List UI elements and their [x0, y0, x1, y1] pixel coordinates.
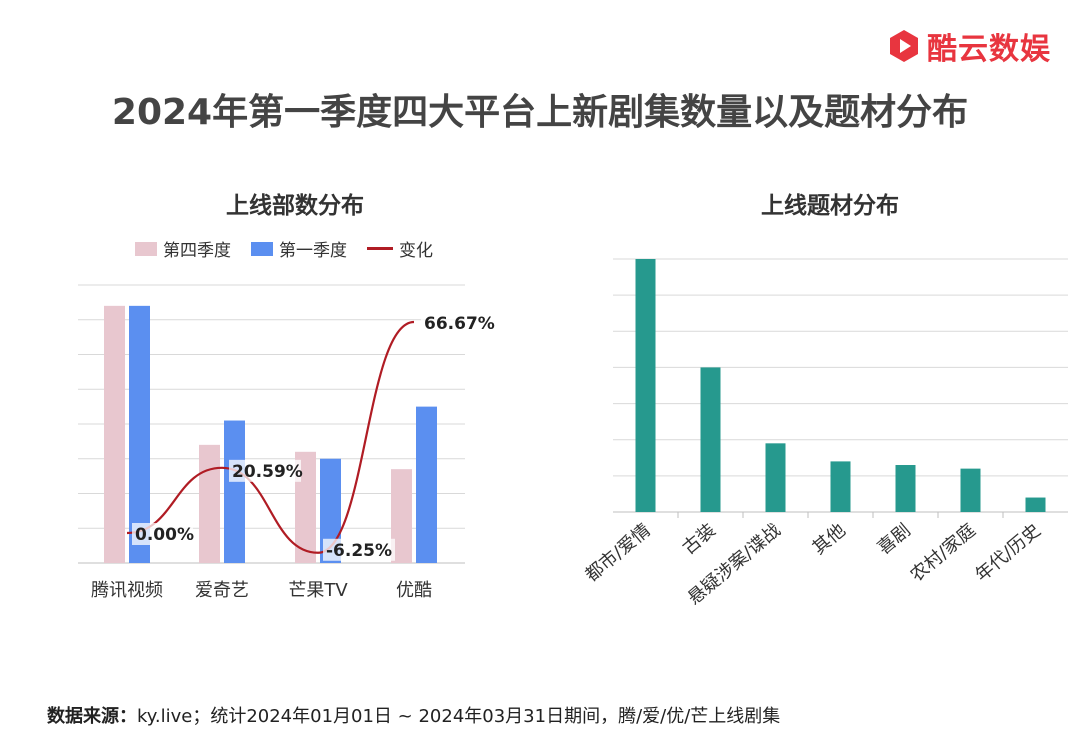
left-category-label: 爱奇艺: [195, 580, 249, 601]
theme-bar-0: [635, 259, 656, 512]
change-label-0: 0.00%: [135, 525, 194, 545]
left-chart-title: 上线部数分布: [226, 193, 364, 219]
footer-text: ky.live；统计2024年01月01日 ~ 2024年03月31日期间，腾/…: [137, 706, 781, 727]
change-label-bg: [323, 538, 395, 561]
legend-swatch-change: [367, 247, 393, 250]
change-label-2: -6.25%: [326, 541, 392, 561]
legend-item-q4: 第四季度: [135, 236, 231, 261]
bar-q4-1: [199, 444, 220, 563]
right-category-label: 喜剧: [874, 520, 915, 559]
bar-q1-1: [224, 420, 245, 563]
bar-q1-2: [320, 458, 341, 563]
brand-logo-icon: [890, 30, 918, 62]
change-label-bg: [421, 312, 493, 334]
left-category-label: 芒果TV: [288, 580, 348, 601]
legend-label-q1: 第一季度: [279, 241, 347, 261]
right-category-label: 古装: [679, 520, 720, 559]
change-label-3: 66.67%: [424, 314, 495, 334]
legend-item-change: 变化: [367, 236, 433, 261]
right-chart-title: 上线题材分布: [761, 193, 899, 219]
footer-label: 数据来源：: [47, 706, 137, 727]
bar-q4-0: [104, 305, 125, 563]
left-category-label: 优酷: [396, 580, 432, 601]
right-category-label: 都市/爱情: [581, 520, 654, 586]
right-category-label: 其他: [809, 520, 850, 559]
change-label-1: 20.59%: [232, 462, 303, 482]
left-category-label: 腾讯视频: [91, 580, 163, 601]
change-label-bg: [229, 459, 301, 482]
legend-swatch-q4: [135, 241, 157, 256]
change-label-bg: [132, 523, 193, 545]
bar-q1-3: [416, 406, 437, 563]
theme-bar-1: [700, 367, 721, 512]
theme-bar-4: [895, 465, 916, 512]
bar-q4-3: [391, 469, 412, 563]
legend-swatch-q1: [251, 241, 273, 256]
legend-label-change: 变化: [399, 241, 433, 261]
right-category-label: 农村/家庭: [906, 520, 979, 586]
theme-bar-5: [960, 468, 981, 512]
footer-source: 数据来源：ky.live；统计2024年01月01日 ~ 2024年03月31日…: [47, 702, 780, 728]
legend-label-q4: 第四季度: [163, 241, 231, 261]
theme-bar-3: [830, 461, 851, 512]
change-line: [126, 320, 415, 554]
theme-bar-2: [765, 443, 786, 512]
brand-name: 酷云数娱: [927, 32, 1051, 67]
brand-logo: 酷云数娱: [887, 24, 1051, 68]
legend-item-q1: 第一季度: [251, 236, 347, 261]
bar-q1-0: [129, 305, 150, 563]
page-title: 2024年第一季度四大平台上新剧集数量以及题材分布: [111, 92, 969, 133]
right-category-label: 年代/历史: [971, 520, 1044, 586]
theme-bar-6: [1025, 497, 1046, 512]
left-chart-legend: 第四季度 第一季度 变化: [135, 236, 445, 261]
